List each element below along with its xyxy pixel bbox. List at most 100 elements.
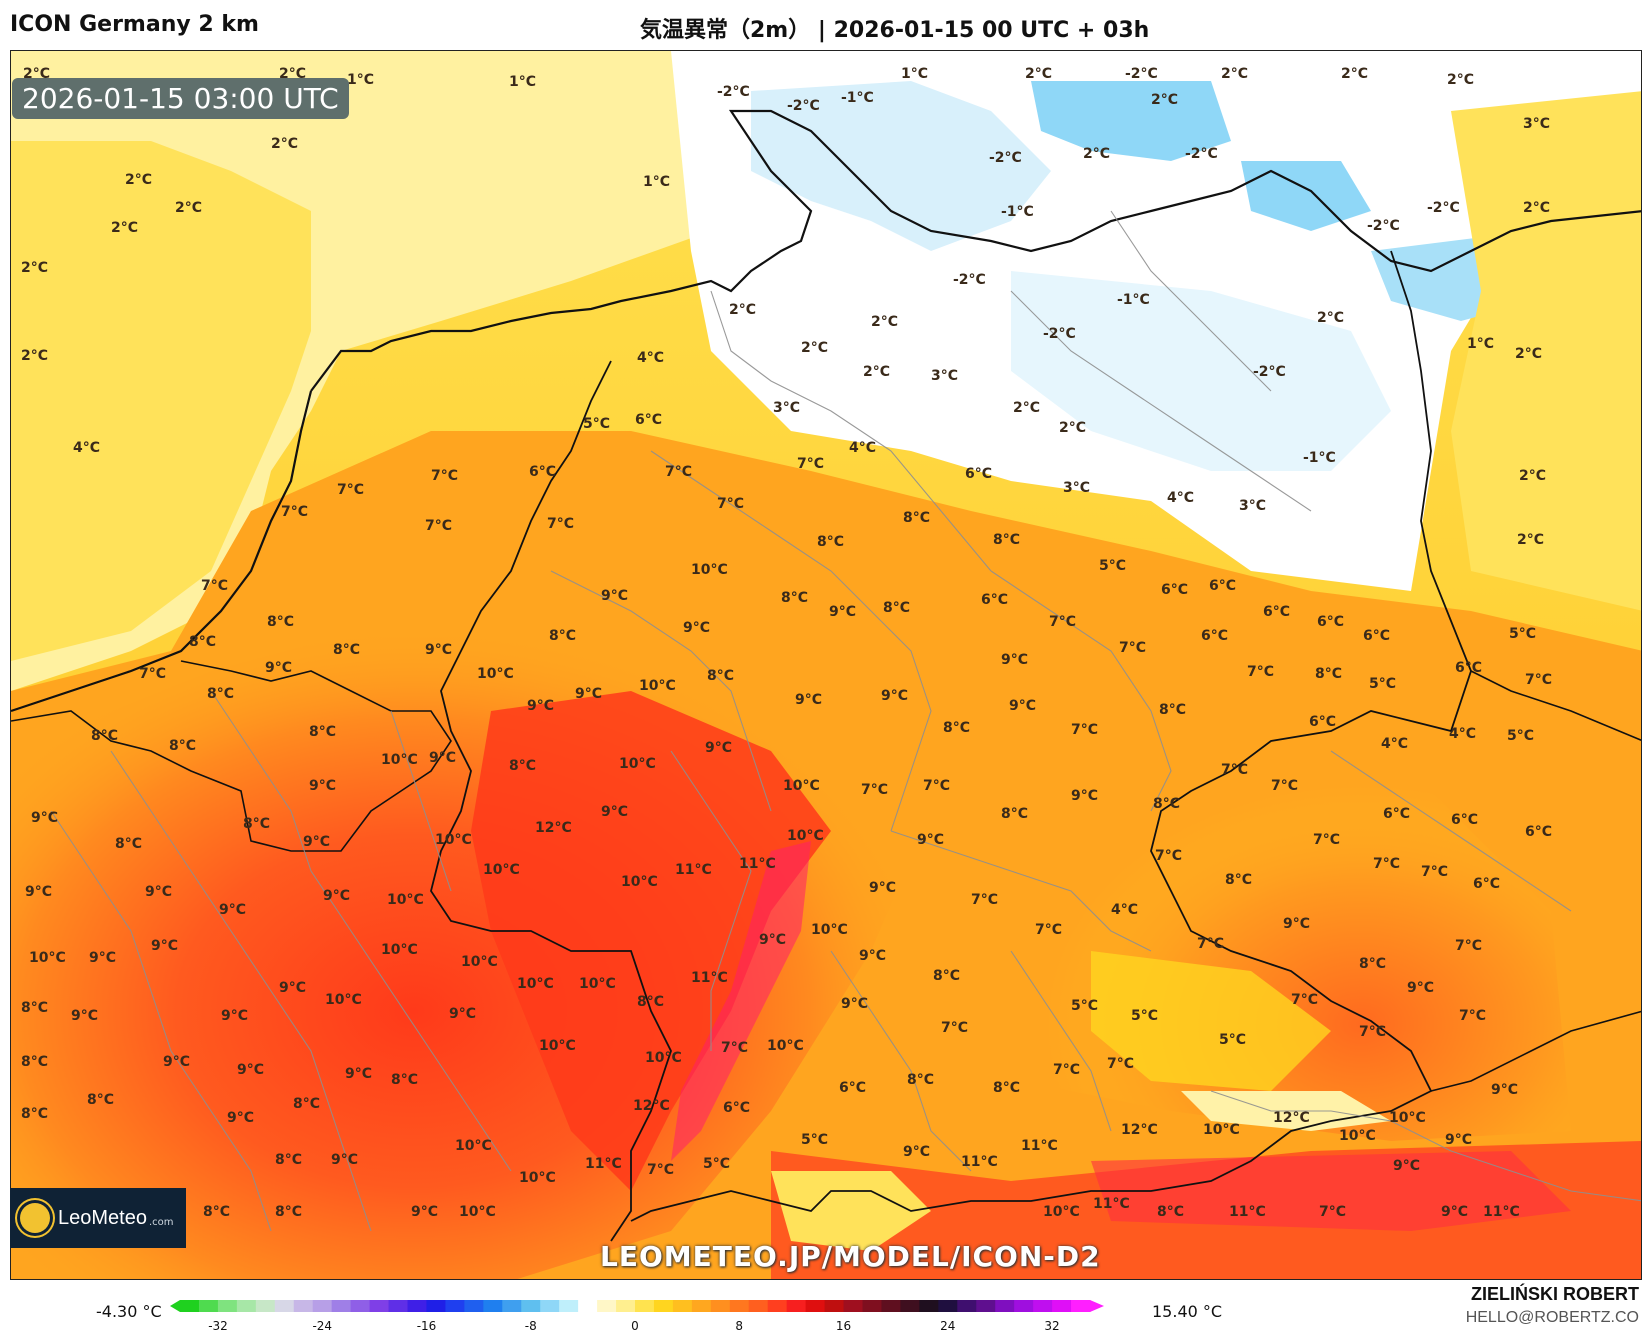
temperature-label: 8°C bbox=[1159, 702, 1186, 718]
temperature-label: 1°C bbox=[347, 72, 374, 88]
temperature-label: 11°C bbox=[585, 1156, 622, 1172]
temperature-label: 12°C bbox=[1273, 1110, 1310, 1126]
temperature-label: 10°C bbox=[435, 832, 472, 848]
temperature-label: 7°C bbox=[1313, 832, 1340, 848]
temperature-label: 8°C bbox=[391, 1072, 418, 1088]
legend-swatch bbox=[217, 1300, 238, 1312]
legend-swatch bbox=[312, 1300, 333, 1312]
temperature-label: 7°C bbox=[1271, 778, 1298, 794]
temperature-label: 12°C bbox=[633, 1098, 670, 1114]
temperature-label: 2°C bbox=[1515, 346, 1542, 362]
temperature-label: 10°C bbox=[1043, 1204, 1080, 1220]
legend-swatch bbox=[350, 1300, 371, 1312]
temperature-label: 10°C bbox=[387, 892, 424, 908]
legend-swatch bbox=[881, 1300, 901, 1312]
legend-swatch bbox=[559, 1300, 579, 1312]
temperature-label: 5°C bbox=[1369, 676, 1396, 692]
temperature-label: 2°C bbox=[863, 364, 890, 380]
temperature-label: 10°C bbox=[483, 862, 520, 878]
temperature-label: 4°C bbox=[637, 350, 664, 366]
legend-swatch bbox=[483, 1300, 503, 1312]
temperature-label: 7°C bbox=[717, 496, 744, 512]
temperature-label: 8°C bbox=[189, 634, 216, 650]
temperature-label: 4°C bbox=[1381, 736, 1408, 752]
temperature-label: 10°C bbox=[1203, 1122, 1240, 1138]
temperature-label: 8°C bbox=[707, 668, 734, 684]
temperature-label: -1°C bbox=[841, 90, 874, 106]
temperature-label: 7°C bbox=[201, 578, 228, 594]
temperature-label: 6°C bbox=[635, 412, 662, 428]
temperature-label: 7°C bbox=[1197, 936, 1224, 952]
country-border-west bbox=[430, 360, 672, 1242]
temperature-label: -2°C bbox=[953, 272, 986, 288]
temperature-anomaly-map: 2°C 2°C 1°C 1°C 2°C 2°C 2°C 2°C 2°C 2°C 4°C 1°C 1°C 2… bbox=[10, 50, 1642, 1280]
legend-min-label: -4.30 °C bbox=[96, 1302, 162, 1321]
legend-swatch bbox=[198, 1300, 219, 1312]
magenta-streak bbox=[671, 841, 811, 1161]
temperature-label: 8°C bbox=[115, 836, 142, 852]
temperature-label: 5°C bbox=[801, 1132, 828, 1148]
north-east-yellow bbox=[1451, 91, 1641, 611]
temperature-label: 9°C bbox=[425, 642, 452, 658]
logo-name: LeoMeteo bbox=[58, 1206, 147, 1229]
sun-icon bbox=[20, 1203, 50, 1233]
legend-swatch bbox=[1033, 1300, 1053, 1312]
temperature-label: 5°C bbox=[1507, 728, 1534, 744]
temperature-label: 10°C bbox=[1389, 1110, 1426, 1126]
temperature-label: 8°C bbox=[943, 720, 970, 736]
temperature-label: 8°C bbox=[1359, 956, 1386, 972]
temperature-label: 11°C bbox=[961, 1154, 998, 1170]
legend-tick-label: 8 bbox=[735, 1319, 743, 1333]
temperature-label: 7°C bbox=[1421, 864, 1448, 880]
temperature-label: 2°C bbox=[1517, 532, 1544, 548]
legend-swatch bbox=[843, 1300, 863, 1312]
temperature-label: 4°C bbox=[849, 440, 876, 456]
temperature-label: 9°C bbox=[227, 1110, 254, 1126]
legend-swatch bbox=[521, 1300, 541, 1312]
temperature-label: 9°C bbox=[219, 902, 246, 918]
temperature-label: 8°C bbox=[87, 1092, 114, 1108]
temperature-label: 9°C bbox=[145, 884, 172, 900]
temperature-label: 4°C bbox=[1167, 490, 1194, 506]
chart-title: 気温異常（2m） | 2026-01-15 00 UTC + 03h bbox=[640, 18, 1150, 43]
temperature-label-layer: 2°C 2°C 1°C 1°C 2°C 2°C 2°C 2°C 2°C 2°C 4°C 1°C 1°C 2… bbox=[21, 66, 1552, 1220]
temperature-label: 9°C bbox=[449, 1006, 476, 1022]
temperature-label: 10°C bbox=[1339, 1128, 1376, 1144]
legend-tick-label: 16 bbox=[836, 1319, 851, 1333]
temperature-label: 9°C bbox=[903, 1144, 930, 1160]
temperature-label: 2°C bbox=[729, 302, 756, 318]
temperature-label: 9°C bbox=[1441, 1204, 1468, 1220]
temperature-label: 2°C bbox=[801, 340, 828, 356]
legend-swatch bbox=[995, 1300, 1015, 1312]
temperature-label: 5°C bbox=[703, 1156, 730, 1172]
temperature-label: 8°C bbox=[1153, 796, 1180, 812]
temperature-label: 7°C bbox=[923, 778, 950, 794]
temperature-label: 2°C bbox=[1151, 92, 1178, 108]
temperature-label: 4°C bbox=[73, 440, 100, 456]
legend-swatch bbox=[180, 1300, 200, 1312]
temperature-label: 3°C bbox=[773, 400, 800, 416]
temperature-label: 1°C bbox=[1467, 336, 1494, 352]
temperature-label: 2°C bbox=[1519, 468, 1546, 484]
temperature-label: 2°C bbox=[1013, 400, 1040, 416]
temperature-label: 1°C bbox=[509, 74, 536, 90]
cold-region-lightblue-1 bbox=[751, 81, 1051, 251]
temperature-label: 7°C bbox=[1035, 922, 1062, 938]
country-border-austria bbox=[1430, 1010, 1641, 1092]
coastline-netherlands bbox=[11, 390, 313, 713]
alpine-hot bbox=[1091, 1151, 1571, 1231]
temperature-label: 7°C bbox=[1319, 1204, 1346, 1220]
temperature-label: 6°C bbox=[1309, 714, 1336, 730]
temperature-label: 9°C bbox=[859, 948, 886, 964]
temperature-label: 6°C bbox=[1161, 582, 1188, 598]
temperature-label: 10°C bbox=[645, 1050, 682, 1066]
temperature-label: 10°C bbox=[517, 976, 554, 992]
temperature-label: 8°C bbox=[21, 1054, 48, 1070]
temperature-label: 11°C bbox=[691, 970, 728, 986]
temperature-label: 8°C bbox=[203, 1204, 230, 1220]
cold-region-lightblue-3 bbox=[1011, 271, 1391, 471]
temperature-label: 9°C bbox=[163, 1054, 190, 1070]
temperature-label: 10°C bbox=[477, 666, 514, 682]
temperature-label: 8°C bbox=[207, 686, 234, 702]
temperature-label: -2°C bbox=[989, 150, 1022, 166]
